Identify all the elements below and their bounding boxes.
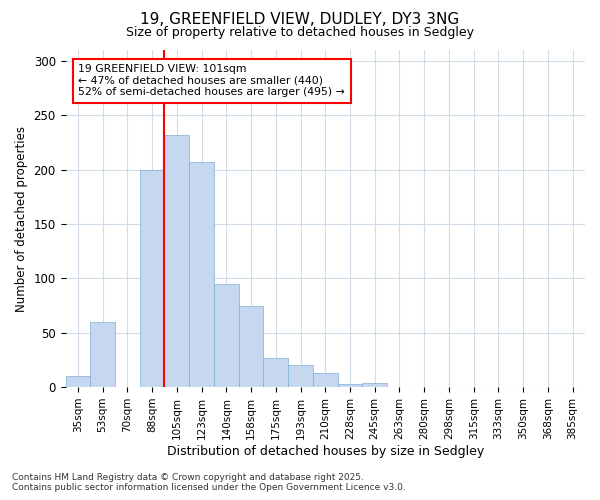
Bar (189, 162, 214, 387)
Text: Contains HM Land Registry data © Crown copyright and database right 2025.
Contai: Contains HM Land Registry data © Crown c… (12, 473, 406, 492)
Text: 19, GREENFIELD VIEW, DUDLEY, DY3 3NG: 19, GREENFIELD VIEW, DUDLEY, DY3 3NG (140, 12, 460, 28)
Bar (239, 306, 263, 387)
Bar (338, 384, 362, 387)
Bar (65, 376, 90, 387)
Text: 19 GREENFIELD VIEW: 101sqm
← 47% of detached houses are smaller (440)
52% of sem: 19 GREENFIELD VIEW: 101sqm ← 47% of deta… (79, 64, 345, 98)
Bar (288, 366, 313, 387)
Bar (90, 322, 115, 387)
Bar (140, 170, 164, 387)
X-axis label: Distribution of detached houses by size in Sedgley: Distribution of detached houses by size … (167, 444, 484, 458)
Bar (362, 382, 387, 387)
Bar (263, 358, 288, 387)
Text: Size of property relative to detached houses in Sedgley: Size of property relative to detached ho… (126, 26, 474, 39)
Y-axis label: Number of detached properties: Number of detached properties (15, 126, 28, 312)
Bar (313, 373, 338, 387)
Bar (214, 284, 239, 387)
Bar (164, 135, 189, 387)
